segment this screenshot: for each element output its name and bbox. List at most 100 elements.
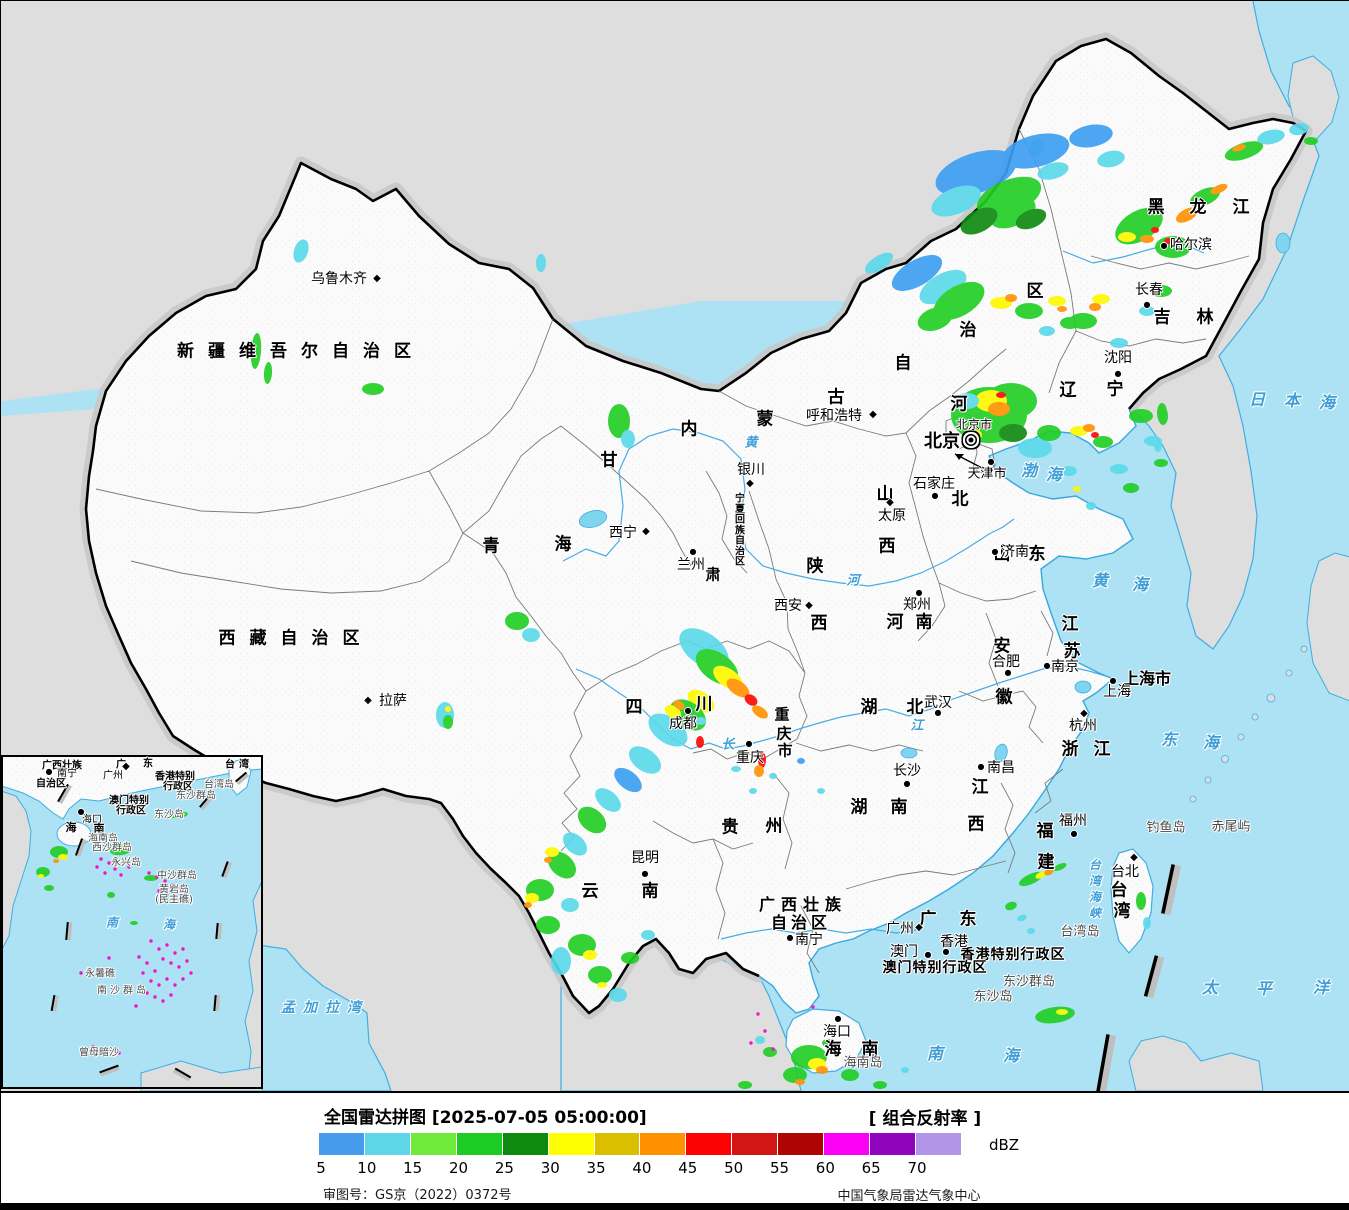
- radar-cell: [696, 736, 704, 748]
- inset-map-base: [1, 755, 263, 1091]
- radar-cell: [1057, 306, 1067, 312]
- islet-dot: [994, 997, 998, 1001]
- colorbar-tick: 25: [494, 1159, 514, 1177]
- islet-dot: [181, 947, 185, 951]
- radar-cell: [548, 851, 576, 879]
- colorbar-tick: 5: [316, 1159, 326, 1177]
- boundary-dash: [172, 1067, 192, 1082]
- radar-cell: [130, 921, 138, 925]
- islet-dot: [185, 959, 189, 963]
- colorbar-tick: 10: [357, 1159, 377, 1177]
- boundary-dash: [57, 783, 72, 804]
- islet-dot: [161, 957, 165, 961]
- radar-cell: [749, 788, 757, 794]
- radar-cell: [1053, 862, 1067, 872]
- bottom-black-bar: [1, 1203, 1349, 1209]
- radar-cell: [1155, 236, 1191, 258]
- radar-cell: [1061, 466, 1077, 476]
- colorbar-segment: [778, 1133, 824, 1155]
- islet-dot: [127, 865, 131, 869]
- radar-cell: [38, 874, 44, 878]
- radar-cell: [816, 1066, 828, 1074]
- radar-cell: [621, 952, 639, 964]
- radar-cell: [648, 713, 688, 747]
- tianjin-arrow: [954, 453, 985, 470]
- radar-cell: [1083, 424, 1095, 432]
- radar-cell: [754, 765, 764, 777]
- radar-echo-layer: [36, 122, 1318, 1089]
- radar-cell: [597, 982, 607, 988]
- radar-cell: [752, 705, 768, 719]
- colorbar-segment: [732, 1133, 778, 1155]
- islet-dot: [171, 883, 175, 887]
- radar-cell: [561, 898, 579, 912]
- radar-cell: [551, 947, 571, 975]
- islet-dot: [756, 1012, 760, 1016]
- radar-cell: [107, 892, 115, 898]
- radar-cell: [1210, 183, 1228, 195]
- radar-cell: [583, 950, 597, 960]
- radar-cell: [1037, 162, 1069, 180]
- bay-of-bengal: [230, 940, 392, 1091]
- islet-dot: [145, 961, 149, 965]
- radar-cell: [783, 1067, 807, 1083]
- radar-cell: [1048, 296, 1066, 306]
- radar-cell: [758, 752, 766, 768]
- colorbar-tick: 65: [861, 1159, 881, 1177]
- radar-cell: [1015, 303, 1043, 319]
- islet-dot: [181, 977, 185, 981]
- radar-cell: [1154, 438, 1162, 452]
- colorbar-tick: 35: [586, 1159, 606, 1177]
- radar-cell: [797, 758, 805, 764]
- boundary-dash: [74, 838, 87, 857]
- radar-cell: [996, 392, 1006, 398]
- islet-dot: [161, 999, 165, 1003]
- boundary-dash: [50, 994, 59, 1012]
- taiwan-island: [1110, 848, 1154, 954]
- colorbar-tick: 70: [907, 1159, 927, 1177]
- colorbar-tick: 15: [403, 1159, 423, 1177]
- colorbar-segment: [824, 1133, 870, 1155]
- colorbar-tick: 60: [815, 1159, 835, 1177]
- radar-cell: [608, 404, 630, 438]
- radar-cell: [1140, 235, 1154, 243]
- colorbar-segment: [915, 1133, 961, 1155]
- radar-cell: [614, 767, 642, 793]
- islet-dot: [811, 1005, 815, 1009]
- radar-cell: [544, 857, 552, 863]
- radar-cell: [1060, 317, 1080, 329]
- product-label: [ 组合反射率 ]: [868, 1109, 982, 1129]
- radar-cell: [445, 706, 451, 712]
- china-mainland: [86, 39, 1306, 1013]
- radar-cell: [1035, 871, 1047, 879]
- islet-dot: [177, 965, 181, 969]
- radar-cell: [891, 255, 943, 291]
- colorbar-segment: [456, 1133, 502, 1155]
- islet-dot: [189, 971, 193, 975]
- islet-dot: [173, 951, 177, 955]
- radar-cell: [44, 885, 54, 891]
- radar-cell: [964, 429, 982, 441]
- radar-cell: [505, 612, 529, 630]
- islet-dot: [107, 861, 111, 865]
- boundary-dash: [221, 861, 232, 879]
- colorbar-segment: [686, 1133, 732, 1155]
- radar-cell: [955, 393, 979, 409]
- radar-cell: [1157, 403, 1167, 423]
- dashline-layer: [50, 771, 1182, 1091]
- islet-dot: [107, 956, 111, 960]
- islet-dot: [173, 983, 177, 987]
- radar-cell: [1164, 238, 1172, 244]
- colorbar-tick: 30: [540, 1159, 560, 1177]
- islet-dot: [165, 893, 169, 897]
- national-border-south: [84, 425, 760, 1015]
- radar-cell: [1005, 901, 1017, 911]
- radar-cell: [1056, 1009, 1068, 1015]
- boundary-dash: [213, 994, 221, 1012]
- radar-cell: [94, 837, 102, 841]
- radar-cell: [1123, 483, 1139, 493]
- islet-dot: [179, 887, 183, 891]
- islet-dot: [749, 1041, 753, 1045]
- islet-dot: [153, 995, 157, 999]
- radar-cell: [577, 806, 607, 834]
